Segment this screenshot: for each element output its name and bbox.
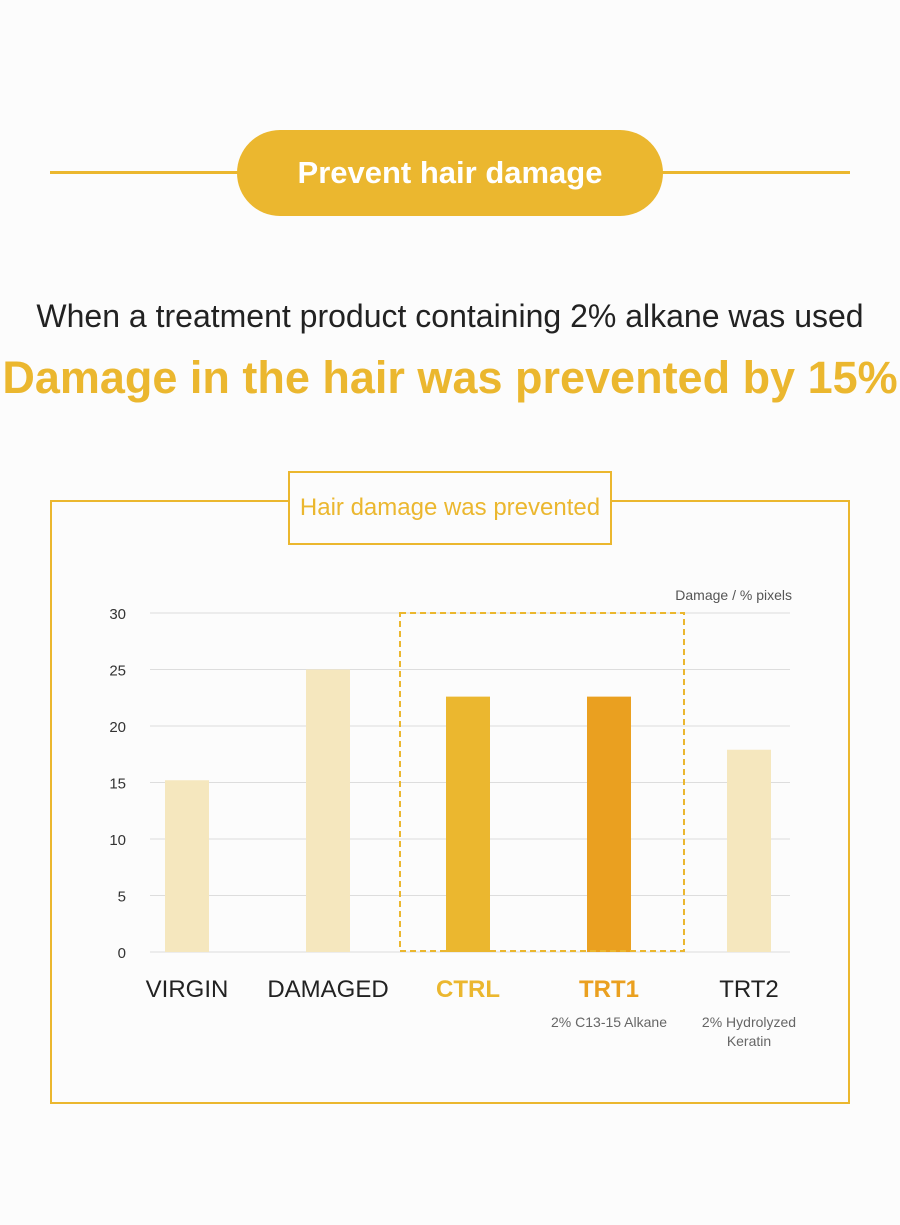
x-category-sublabel: 2% C13-15 Alkane [551,1014,667,1030]
bar-trt2 [727,749,771,952]
y-tick-label: 25 [109,663,126,680]
y-tick-label: 0 [118,945,126,962]
bar-ctrl [446,696,490,952]
y-tick-label: 15 [109,776,126,793]
header-line-left [50,171,240,174]
y-tick-label: 20 [109,719,126,736]
x-category-sublabel: Keratin [727,1033,771,1049]
section-header-pill: Prevent hair damage [237,130,663,216]
y-tick-label: 10 [109,832,126,849]
y-tick-label: 5 [118,889,126,906]
x-category-label: TRT1 [579,976,639,1003]
header-line-right [660,171,850,174]
x-category-label: TRT2 [719,976,779,1003]
bar-damaged [306,669,350,952]
chart-title-box: Hair damage was prevented [288,471,612,545]
chart-title: Hair damage was prevented [299,494,601,521]
bar-trt1 [587,696,631,952]
headline-text: Damage in the hair was prevented by 15% [2,352,898,403]
section-header-title: Prevent hair damage [297,155,603,190]
y-axis-label: Damage / % pixels [675,587,792,603]
bar-virgin [165,780,209,952]
y-tick-label: 30 [109,606,126,623]
x-category-label: VIRGIN [146,976,229,1003]
x-category-sublabel: 2% Hydrolyzed [702,1014,796,1030]
intro-text: When a treatment product containing 2% a… [36,298,864,334]
x-category-label: DAMAGED [267,976,388,1003]
x-category-label: CTRL [436,976,500,1003]
highlight-dashed-box [399,612,685,952]
